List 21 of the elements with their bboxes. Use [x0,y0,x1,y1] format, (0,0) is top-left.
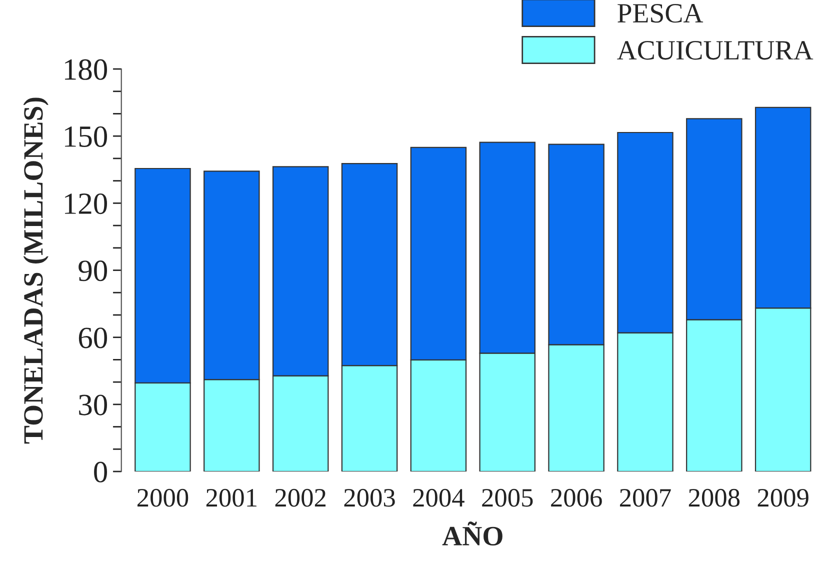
y-axis-title: TONELADAS (MILLONES) [23,98,48,444]
y-tick-label: 120 [65,193,108,214]
x-tick-label: 2006 [551,488,602,507]
y-tick-label: 180 [65,59,108,80]
y-tick-label: 30 [79,394,108,416]
legend-label: PESCA [618,4,704,23]
x-tick-label: 2001 [206,488,256,507]
y-tick-label: 0 [94,462,108,482]
x-tick-label: 2004 [413,488,464,507]
x-tick-label: 2009 [758,488,808,507]
y-tick-label: 90 [78,260,108,282]
x-axis-title: AÑO [442,521,502,546]
x-tick-label: 2002 [275,488,326,507]
y-tick-label: 60 [78,328,108,348]
legend-label: ACUICULTURA [617,41,814,60]
y-tick-label: 150 [65,126,108,147]
x-tick-label: 2000 [137,488,188,507]
x-tick-label: 2005 [482,488,533,507]
x-tick-label: 2008 [688,488,740,507]
x-tick-label: 2003 [344,488,395,507]
x-tick-label: 2007 [620,488,671,507]
